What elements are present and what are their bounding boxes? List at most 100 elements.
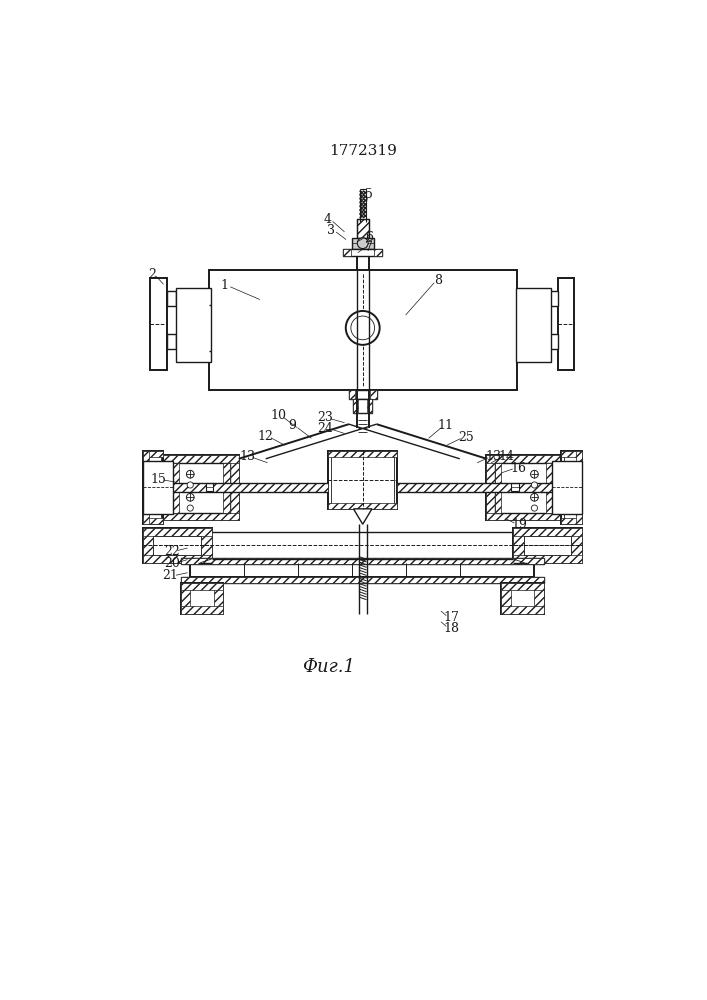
Bar bbox=[173, 483, 328, 492]
Bar bbox=[163, 455, 173, 520]
Text: 7: 7 bbox=[365, 241, 373, 254]
Bar bbox=[501, 583, 544, 614]
Polygon shape bbox=[354, 509, 372, 524]
Text: 12: 12 bbox=[258, 430, 274, 443]
Bar bbox=[356, 219, 369, 238]
Circle shape bbox=[530, 493, 538, 501]
Text: 11: 11 bbox=[438, 419, 454, 432]
Bar bbox=[167, 334, 176, 349]
Bar bbox=[486, 455, 561, 463]
Text: 5: 5 bbox=[365, 188, 373, 201]
Bar bbox=[223, 463, 230, 513]
Bar bbox=[143, 528, 212, 563]
Bar bbox=[181, 583, 223, 590]
Bar bbox=[513, 528, 582, 563]
Bar bbox=[397, 483, 552, 492]
Bar bbox=[501, 606, 544, 614]
Text: 14: 14 bbox=[498, 450, 514, 463]
Bar bbox=[328, 451, 397, 457]
Text: 6: 6 bbox=[365, 231, 373, 244]
Bar bbox=[209, 270, 518, 389]
Bar bbox=[181, 577, 544, 583]
Text: 21: 21 bbox=[163, 569, 178, 582]
Circle shape bbox=[187, 470, 194, 478]
Text: 15: 15 bbox=[150, 473, 166, 486]
Bar bbox=[143, 461, 173, 514]
Circle shape bbox=[187, 505, 193, 511]
Text: 10: 10 bbox=[271, 409, 287, 422]
Circle shape bbox=[530, 470, 538, 478]
Bar bbox=[143, 518, 163, 524]
Bar bbox=[153, 536, 201, 555]
Bar bbox=[486, 513, 561, 520]
Bar bbox=[546, 463, 552, 513]
Circle shape bbox=[187, 493, 194, 501]
Bar bbox=[549, 291, 558, 306]
Bar bbox=[552, 461, 582, 514]
Bar bbox=[143, 451, 163, 524]
Bar bbox=[524, 536, 571, 555]
Text: 8: 8 bbox=[434, 274, 442, 287]
Text: 23: 23 bbox=[317, 411, 333, 424]
Bar bbox=[374, 249, 382, 256]
Bar bbox=[167, 291, 176, 306]
Bar bbox=[344, 249, 382, 256]
Bar bbox=[354, 399, 358, 413]
Bar bbox=[145, 453, 161, 522]
Bar bbox=[534, 583, 544, 614]
Bar bbox=[516, 288, 551, 362]
Bar bbox=[181, 577, 544, 583]
Text: 16: 16 bbox=[510, 462, 526, 475]
Bar bbox=[486, 455, 495, 520]
Text: Фиг.1: Фиг.1 bbox=[303, 658, 356, 676]
Bar bbox=[163, 455, 239, 463]
Bar bbox=[201, 528, 212, 563]
Bar bbox=[167, 459, 235, 517]
Bar bbox=[143, 555, 212, 563]
Text: 17: 17 bbox=[443, 611, 460, 624]
Circle shape bbox=[532, 505, 537, 511]
Bar bbox=[328, 503, 397, 509]
Bar bbox=[356, 219, 369, 238]
Bar bbox=[501, 583, 510, 614]
Bar bbox=[181, 558, 544, 564]
Bar bbox=[181, 558, 544, 564]
Bar bbox=[206, 483, 214, 491]
Bar bbox=[549, 334, 558, 349]
Bar bbox=[354, 399, 372, 413]
Bar bbox=[561, 451, 582, 457]
Bar bbox=[143, 528, 212, 536]
Bar bbox=[368, 399, 372, 413]
Bar bbox=[143, 451, 163, 457]
Bar bbox=[214, 583, 223, 614]
Circle shape bbox=[357, 238, 368, 249]
Bar bbox=[349, 389, 377, 399]
Bar bbox=[501, 583, 544, 590]
Circle shape bbox=[346, 311, 380, 345]
Bar bbox=[486, 455, 561, 520]
Bar bbox=[163, 455, 239, 520]
Bar bbox=[344, 249, 351, 256]
Text: 24: 24 bbox=[317, 422, 333, 434]
Text: 9: 9 bbox=[288, 419, 297, 432]
Bar bbox=[561, 518, 582, 524]
Text: 20: 20 bbox=[164, 557, 180, 570]
Bar bbox=[230, 455, 239, 520]
Text: 13: 13 bbox=[239, 450, 255, 463]
Bar bbox=[495, 463, 501, 513]
Bar bbox=[163, 513, 239, 520]
Bar bbox=[181, 583, 223, 614]
Bar bbox=[495, 463, 552, 513]
Bar bbox=[190, 563, 534, 577]
Bar bbox=[552, 455, 561, 520]
Bar bbox=[513, 528, 524, 563]
Bar bbox=[143, 451, 148, 524]
Bar bbox=[513, 555, 582, 563]
Text: 22: 22 bbox=[164, 545, 180, 558]
Bar bbox=[370, 389, 377, 399]
Bar bbox=[563, 453, 580, 522]
Bar bbox=[150, 278, 167, 370]
Text: 4: 4 bbox=[324, 213, 332, 226]
Bar bbox=[352, 238, 373, 249]
Circle shape bbox=[187, 482, 193, 488]
